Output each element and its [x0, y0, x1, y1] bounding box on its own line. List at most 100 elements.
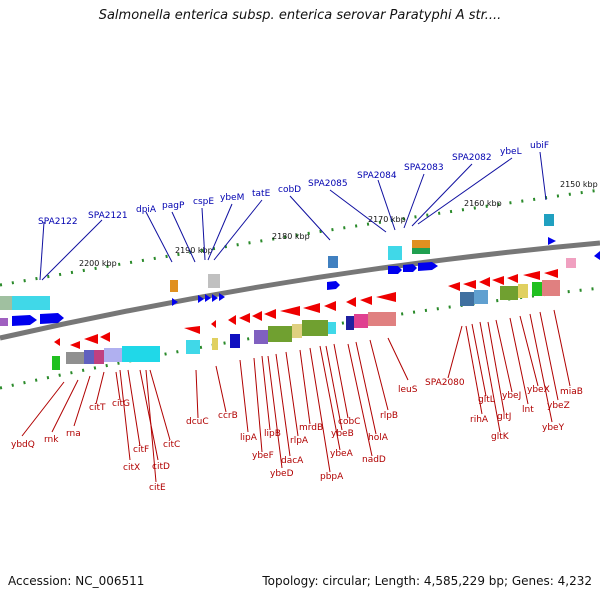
bottom-leader — [275, 353, 291, 457]
cog-block — [170, 280, 178, 292]
cog-block — [292, 324, 302, 338]
bottom-leader — [519, 315, 539, 387]
bottom-leader — [369, 339, 389, 411]
reverse-gene — [264, 309, 276, 319]
reverse-gene — [239, 313, 250, 323]
cog-block — [254, 330, 268, 344]
cog-block — [94, 350, 104, 364]
outer-scale-ring — [0, 188, 600, 287]
bottom-gene-label: gltJ — [497, 412, 511, 422]
bottom-leader — [539, 311, 559, 401]
reverse-gene — [324, 301, 336, 311]
top-gene-label: SPA2122 — [38, 217, 78, 227]
bottom-gene-label: citF — [133, 445, 149, 455]
cog-block — [518, 284, 528, 298]
reverse-gene — [252, 311, 262, 321]
bottom-leader — [447, 325, 463, 379]
reverse-gene — [448, 282, 460, 291]
genome-backbone — [0, 240, 600, 341]
cog-block — [268, 326, 292, 342]
top-gene-label: cspE — [193, 197, 214, 207]
bottom-gene-label: rlpB — [380, 411, 398, 421]
top-gene-label: cobD — [278, 185, 301, 195]
forward-gene — [219, 293, 225, 301]
cog-block — [354, 314, 368, 328]
reverse-gene — [479, 277, 490, 287]
reverse-gene — [346, 297, 356, 307]
top-gene-label: dpiA — [136, 205, 157, 215]
bottom-leader — [529, 313, 553, 423]
bottom-leader — [119, 369, 131, 461]
bottom-gene-label: lnt — [522, 405, 534, 415]
reverse-gene — [280, 306, 300, 316]
reverse-gene — [507, 274, 518, 283]
forward-gene — [172, 298, 178, 306]
top-leader — [145, 211, 173, 263]
top-leader — [39, 221, 45, 281]
bottom-leader — [387, 337, 409, 381]
top-leader — [377, 179, 396, 231]
forward-gene — [403, 264, 417, 272]
bottom-gene-label: citD — [152, 462, 170, 472]
reverse-gene — [492, 276, 504, 285]
cog-block — [302, 320, 328, 336]
top-gene-label: SPA2121 — [88, 211, 128, 221]
reverse-gene — [184, 326, 200, 334]
bottom-gene-label: rnk — [44, 435, 59, 445]
top-gene-label: SPA2084 — [357, 171, 397, 181]
bottom-leader — [267, 355, 283, 469]
cog-block — [460, 292, 474, 306]
bottom-gene-label: ybeD — [270, 469, 294, 479]
bottom-gene-label: ybeJ — [502, 391, 521, 401]
cog-block — [566, 258, 576, 268]
forward-gene — [548, 237, 556, 245]
bottom-gene-label: dacA — [281, 456, 304, 466]
top-gene-label: SPA2085 — [308, 179, 348, 189]
bottom-leader — [319, 345, 341, 451]
cog-block — [104, 348, 122, 362]
kbp-label: 2190 kbp — [175, 246, 213, 255]
reverse-gene — [463, 280, 476, 289]
cog-block — [0, 318, 8, 326]
reverse-gene — [376, 292, 396, 302]
accession-label: Accession: NC_006511 — [8, 574, 145, 588]
bottom-gene-label: ccrB — [218, 411, 238, 421]
bottom-gene-label: ybeY — [542, 423, 565, 433]
bottom-gene-label: ybeZ — [547, 401, 570, 411]
bottom-leader — [21, 381, 65, 437]
cog-block — [532, 282, 542, 296]
bottom-leader — [127, 369, 141, 447]
bottom-leader — [139, 369, 159, 461]
kbp-label: 2160 kbp — [464, 199, 502, 208]
bottom-leader — [495, 319, 513, 393]
top-gene-label: SPA2082 — [452, 153, 492, 163]
bottom-leader — [115, 371, 121, 401]
cog-block — [12, 296, 50, 310]
bottom-leader — [355, 341, 377, 435]
cog-block — [328, 322, 336, 334]
cog-block — [212, 338, 218, 350]
bottom-gene-label: gltL — [478, 395, 495, 405]
reverse-gene — [100, 332, 110, 342]
top-label-text: SPA2122 SPA2121 dpiA pagP cspE ybeM tatE… — [38, 141, 549, 227]
cog-block — [230, 334, 240, 348]
bottom-gene-label: miaB — [560, 387, 583, 397]
top-gene-label: ybeL — [500, 147, 522, 157]
cog-block — [368, 312, 396, 326]
bottom-gene-label: ybdQ — [11, 440, 35, 450]
bottom-leader — [465, 325, 483, 415]
top-gene-label: ubiF — [530, 141, 549, 151]
bottom-gene-label: ybeF — [252, 451, 274, 461]
forward-gene — [12, 315, 37, 326]
forward-genes — [12, 237, 600, 326]
bottom-leader — [261, 355, 271, 431]
bottom-gene-label: lipB — [264, 429, 281, 439]
bottom-gene-label: SPA2080 — [425, 378, 465, 388]
forward-gene — [198, 295, 204, 303]
forward-gene — [594, 251, 600, 260]
bottom-gene-label: rlpA — [290, 436, 309, 446]
bottom-gene-label: mrdB — [299, 423, 323, 433]
bottom-leader — [285, 351, 299, 437]
reverse-gene — [211, 320, 216, 328]
